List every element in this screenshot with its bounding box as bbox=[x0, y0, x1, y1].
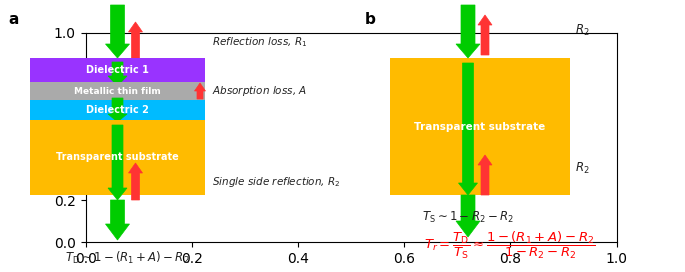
Polygon shape bbox=[458, 63, 477, 195]
Polygon shape bbox=[108, 125, 127, 200]
Polygon shape bbox=[456, 5, 480, 58]
Text: Dielectric 2: Dielectric 2 bbox=[86, 105, 149, 115]
Polygon shape bbox=[108, 98, 127, 122]
Polygon shape bbox=[456, 195, 480, 237]
FancyBboxPatch shape bbox=[30, 82, 205, 100]
Polygon shape bbox=[105, 5, 129, 58]
Text: Absorption loss, $A$: Absorption loss, $A$ bbox=[212, 84, 307, 98]
Polygon shape bbox=[129, 163, 142, 200]
FancyBboxPatch shape bbox=[30, 100, 205, 120]
Text: $T_\mathrm{D}\sim 1-(R_1+A)-R_2$: $T_\mathrm{D}\sim 1-(R_1+A)-R_2$ bbox=[65, 250, 190, 266]
Text: a: a bbox=[8, 12, 18, 27]
Text: $T_r = \dfrac{T_\mathrm{D}}{T_\mathrm{S}} \approx \dfrac{1-(R_1+A)-R_2}{1-R_2-R_: $T_r = \dfrac{T_\mathrm{D}}{T_\mathrm{S}… bbox=[424, 229, 596, 261]
Polygon shape bbox=[478, 15, 492, 55]
Text: Transparent substrate: Transparent substrate bbox=[56, 153, 179, 162]
Polygon shape bbox=[478, 155, 492, 195]
Text: $R_2$: $R_2$ bbox=[575, 23, 590, 38]
FancyBboxPatch shape bbox=[30, 120, 205, 195]
Text: Transparent substrate: Transparent substrate bbox=[414, 122, 546, 131]
Polygon shape bbox=[105, 200, 129, 240]
FancyBboxPatch shape bbox=[30, 58, 205, 82]
Text: Metallic thin film: Metallic thin film bbox=[74, 86, 161, 95]
Polygon shape bbox=[129, 22, 142, 62]
Text: $T_\mathrm{S}\sim 1-R_2-R_2$: $T_\mathrm{S}\sim 1-R_2-R_2$ bbox=[422, 210, 514, 225]
Text: $R_2$: $R_2$ bbox=[575, 160, 590, 175]
Text: Dielectric 1: Dielectric 1 bbox=[86, 65, 149, 75]
Text: b: b bbox=[365, 12, 376, 27]
Text: Single side reflection, $R_2$: Single side reflection, $R_2$ bbox=[212, 175, 340, 189]
Polygon shape bbox=[195, 83, 206, 99]
Polygon shape bbox=[108, 62, 127, 86]
FancyBboxPatch shape bbox=[390, 58, 570, 195]
Text: Reflection loss, $R_1$: Reflection loss, $R_1$ bbox=[212, 35, 307, 49]
